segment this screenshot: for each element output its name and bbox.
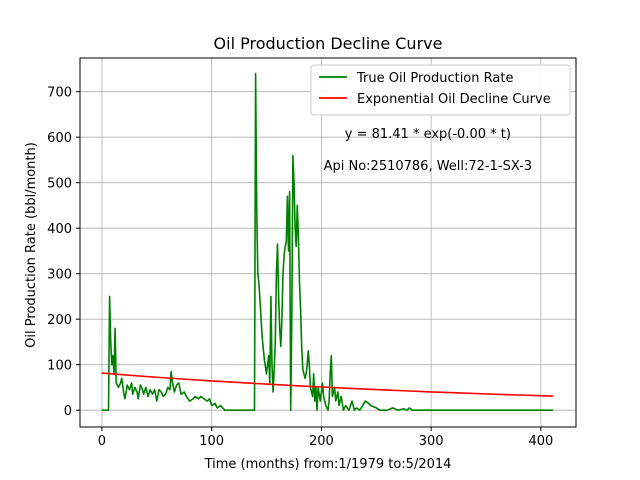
x-tick-label: 0 (98, 434, 106, 449)
x-tick-label: 400 (528, 434, 553, 449)
true-oil-production-line (101, 72, 553, 411)
x-axis-label: Time (months) from:1/1979 to:5/2014 (204, 457, 452, 472)
plot-frame (79, 57, 577, 428)
legend-box (310, 64, 571, 116)
annotation-text: Api No:2510786, Well:72-1-SX-3 (324, 159, 532, 174)
x-tick-label: 200 (309, 434, 334, 449)
y-axis-label: Oil Production Rate (bbl/month) (24, 142, 39, 348)
y-tick-label: 200 (47, 313, 72, 328)
x-tick-label: 100 (199, 434, 224, 449)
series-layer (101, 72, 554, 411)
chart-title: Oil Production Decline Curve (214, 34, 443, 53)
legend: True Oil Production Rate Exponential Oil … (310, 64, 571, 116)
y-tick-label: 500 (47, 177, 72, 192)
y-tick-label: 400 (47, 222, 72, 237)
x-tick-label: 300 (419, 434, 444, 449)
annotation-text: y = 81.41 * exp(-0.00 * t) (345, 127, 511, 142)
exponential-decline-line (101, 372, 554, 397)
y-tick-label: 700 (47, 86, 72, 101)
y-tick-label: 600 (47, 131, 72, 146)
axis-ticks: 0 100 200 300 400 0 100 200 300 400 500 600 700 (47, 86, 553, 449)
y-tick-label: 100 (47, 359, 72, 374)
legend-label: True Oil Production Rate (356, 71, 513, 86)
legend-label: Exponential Oil Decline Curve (357, 92, 551, 107)
y-tick-label: 300 (47, 268, 72, 283)
y-tick-label: 0 (64, 404, 72, 419)
annotations: y = 81.41 * exp(-0.00 * t) Api No:2510786… (324, 127, 532, 174)
